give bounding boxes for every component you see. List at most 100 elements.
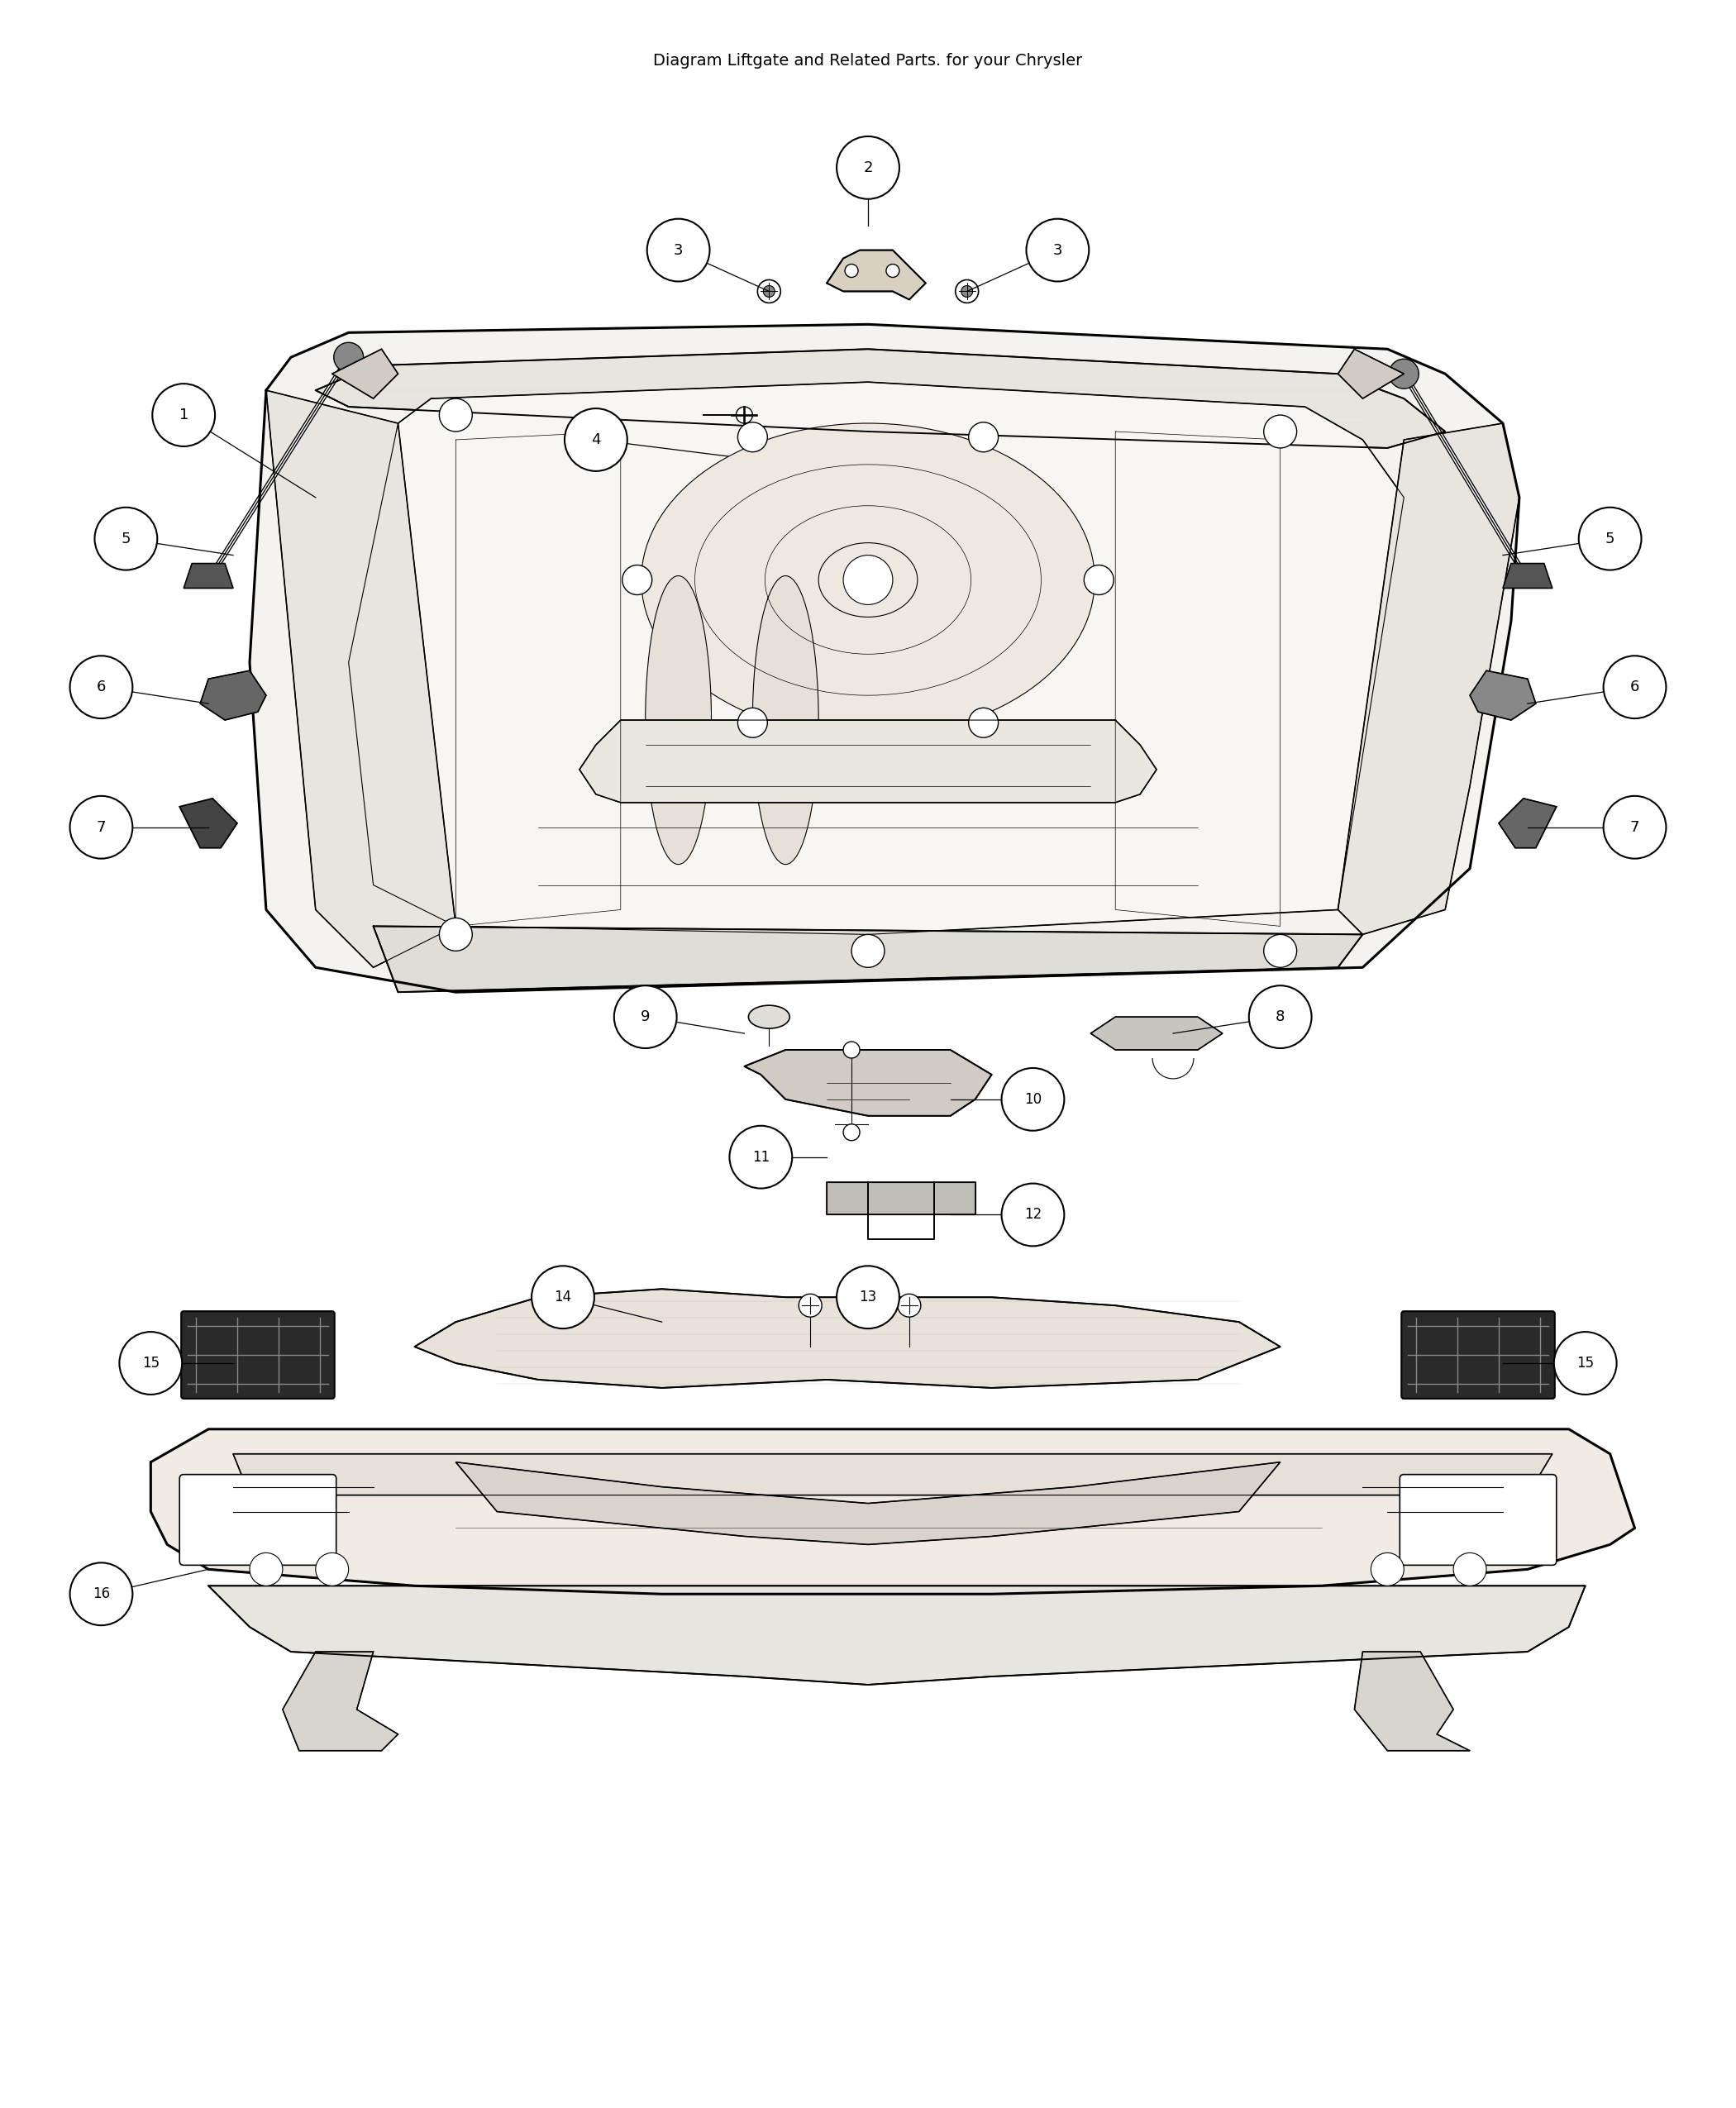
Text: 1: 1 [179, 407, 189, 422]
Text: 3: 3 [1052, 242, 1062, 257]
Polygon shape [184, 563, 233, 588]
Text: 6: 6 [1630, 679, 1639, 694]
Circle shape [615, 987, 677, 1048]
Text: 2: 2 [863, 160, 873, 175]
Circle shape [69, 1562, 132, 1625]
Text: 11: 11 [752, 1149, 769, 1164]
Polygon shape [179, 799, 238, 847]
FancyBboxPatch shape [1399, 1473, 1557, 1564]
Circle shape [316, 1554, 349, 1585]
Ellipse shape [641, 424, 1095, 736]
Polygon shape [283, 1653, 398, 1750]
Polygon shape [200, 670, 266, 721]
Text: 15: 15 [1576, 1355, 1594, 1370]
Circle shape [564, 409, 627, 470]
Text: 13: 13 [859, 1290, 877, 1305]
Polygon shape [457, 1463, 1279, 1545]
Circle shape [837, 1267, 899, 1328]
Circle shape [648, 219, 710, 282]
Polygon shape [151, 1429, 1635, 1594]
Text: 6: 6 [97, 679, 106, 694]
Circle shape [120, 1332, 182, 1395]
Text: 4: 4 [592, 432, 601, 447]
Circle shape [1083, 565, 1115, 594]
Polygon shape [373, 925, 1363, 993]
Circle shape [153, 384, 215, 447]
Polygon shape [415, 1288, 1279, 1387]
Circle shape [955, 280, 979, 304]
Ellipse shape [753, 575, 819, 864]
Ellipse shape [748, 1006, 790, 1029]
Text: 5: 5 [1606, 531, 1614, 546]
Circle shape [1604, 656, 1667, 719]
Circle shape [962, 285, 972, 297]
Circle shape [439, 398, 472, 432]
Polygon shape [1090, 1016, 1222, 1050]
Circle shape [1371, 1554, 1404, 1585]
Circle shape [969, 422, 998, 451]
Polygon shape [250, 325, 1519, 993]
Text: 15: 15 [142, 1355, 160, 1370]
Circle shape [333, 341, 363, 373]
Polygon shape [349, 382, 1404, 934]
Circle shape [1389, 358, 1418, 388]
Circle shape [1026, 219, 1088, 282]
Polygon shape [826, 1183, 976, 1214]
Circle shape [1578, 508, 1641, 569]
Circle shape [1248, 987, 1312, 1048]
Polygon shape [316, 350, 1444, 449]
Polygon shape [1470, 670, 1536, 721]
Circle shape [95, 508, 158, 569]
Circle shape [250, 1554, 283, 1585]
Circle shape [1264, 934, 1297, 968]
Circle shape [969, 708, 998, 738]
Polygon shape [233, 1455, 1552, 1495]
Ellipse shape [646, 575, 712, 864]
Polygon shape [332, 350, 398, 398]
Polygon shape [1338, 350, 1404, 398]
Circle shape [844, 1041, 859, 1058]
FancyBboxPatch shape [1401, 1311, 1555, 1398]
Text: 16: 16 [92, 1587, 109, 1602]
Polygon shape [1354, 1653, 1470, 1750]
Polygon shape [208, 1585, 1585, 1684]
Circle shape [852, 934, 884, 968]
Circle shape [898, 1294, 920, 1318]
Text: 8: 8 [1276, 1010, 1285, 1024]
Circle shape [764, 285, 774, 297]
Circle shape [837, 137, 899, 198]
Circle shape [738, 708, 767, 738]
Circle shape [69, 656, 132, 719]
Text: 10: 10 [1024, 1092, 1042, 1107]
Circle shape [799, 1294, 821, 1318]
Circle shape [439, 917, 472, 951]
Polygon shape [580, 721, 1156, 803]
Circle shape [844, 1124, 859, 1140]
Circle shape [729, 1126, 792, 1189]
Circle shape [885, 264, 899, 278]
Circle shape [1604, 797, 1667, 858]
Circle shape [757, 280, 781, 304]
Polygon shape [745, 1050, 991, 1115]
FancyBboxPatch shape [179, 1473, 337, 1564]
Polygon shape [1503, 563, 1552, 588]
Circle shape [845, 264, 858, 278]
Text: 5: 5 [122, 531, 130, 546]
Circle shape [738, 422, 767, 451]
Circle shape [1264, 415, 1297, 449]
Circle shape [1002, 1069, 1064, 1130]
Text: 12: 12 [1024, 1208, 1042, 1223]
Polygon shape [266, 390, 457, 968]
Circle shape [531, 1267, 594, 1328]
Circle shape [736, 407, 753, 424]
Circle shape [1453, 1554, 1486, 1585]
Text: Diagram Liftgate and Related Parts. for your Chrysler: Diagram Liftgate and Related Parts. for … [653, 53, 1083, 67]
Text: 14: 14 [554, 1290, 571, 1305]
Circle shape [844, 554, 892, 605]
Circle shape [621, 565, 653, 594]
Polygon shape [1338, 424, 1519, 934]
Text: 3: 3 [674, 242, 684, 257]
Polygon shape [1498, 799, 1557, 847]
Circle shape [1002, 1183, 1064, 1246]
Text: 7: 7 [97, 820, 106, 835]
